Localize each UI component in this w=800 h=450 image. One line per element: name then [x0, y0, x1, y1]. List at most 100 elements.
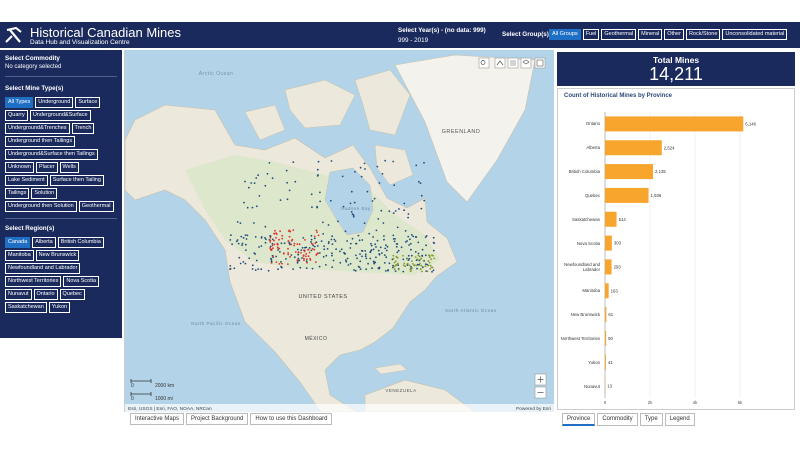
mine-type-button[interactable]: Underground&Trenches: [5, 123, 70, 134]
region-button[interactable]: British Columbia: [57, 237, 104, 248]
mine-point: [264, 237, 266, 239]
mine-type-button[interactable]: Quarry: [5, 110, 28, 121]
mine-type-button[interactable]: Tailings: [5, 188, 30, 199]
attribution-bar: [125, 404, 554, 412]
mine-point: [363, 162, 366, 165]
mine-point: [294, 180, 297, 183]
group-button[interactable]: Other: [664, 29, 684, 40]
region-button[interactable]: Ontario: [33, 289, 58, 300]
region-button[interactable]: Saskatchewan: [5, 302, 47, 313]
chart-tab[interactable]: Province: [562, 413, 596, 426]
mine-point: [368, 232, 371, 235]
mine-type-button[interactable]: Surface then Tailing: [49, 175, 104, 186]
mine-type-button[interactable]: All Types: [5, 97, 34, 108]
mine-type-button[interactable]: Lake Sediment: [5, 175, 48, 186]
group-button[interactable]: Unconsolidated material: [722, 29, 788, 40]
region-button[interactable]: Quebec: [59, 289, 85, 300]
mine-type-button[interactable]: Solution: [31, 188, 58, 199]
mine-point: [248, 257, 251, 260]
category-label: Quebec: [584, 192, 600, 198]
mine-point: [250, 182, 253, 184]
commodity-value[interactable]: No category selected: [5, 64, 62, 70]
chart-tab[interactable]: Type: [639, 413, 663, 426]
mine-point: [392, 212, 395, 215]
mine-point: [407, 259, 410, 261]
mine-type-buttons: All Types Underground Surface Quarry Undergr…: [5, 97, 117, 212]
map-tab[interactable]: Interactive Maps: [130, 413, 185, 425]
mine-point: [311, 206, 313, 209]
chart-tab[interactable]: Commodity: [597, 413, 638, 426]
mine-point: [409, 242, 412, 245]
mine-point: [289, 256, 291, 258]
region-button[interactable]: Newfoundland and Labrador: [5, 263, 81, 274]
mine-point: [303, 259, 305, 262]
map-tab[interactable]: Project Background: [186, 413, 249, 425]
region-button[interactable]: Canada: [5, 237, 31, 248]
mine-type-button[interactable]: Underground: [35, 97, 74, 108]
mine-type-button[interactable]: Underground&Surface: [29, 110, 91, 121]
mine-point: [407, 216, 409, 219]
group-button[interactable]: Mineral: [638, 29, 663, 40]
mine-point: [395, 245, 398, 248]
mine-type-button[interactable]: Underground&Surface then Tailings: [5, 149, 98, 160]
mine-type-button[interactable]: Underground then Solution: [5, 201, 77, 212]
mine-point: [241, 242, 244, 245]
region-button[interactable]: Nova Scotia: [63, 276, 99, 287]
mine-type-button[interactable]: Surface: [75, 97, 101, 108]
mine-point: [395, 255, 398, 258]
mine-type-button[interactable]: Underground then Tailings: [5, 136, 76, 147]
total-label: Total Mines: [652, 55, 700, 65]
year-range[interactable]: 999 - 2019: [398, 37, 429, 44]
mine-point: [313, 248, 316, 251]
mine-point: [419, 258, 422, 261]
layers-button[interactable]: [520, 57, 532, 69]
map-canvas[interactable]: Arctic Ocean GREENLAND Hudson Bay UNITED ST…: [125, 50, 554, 412]
mine-type-button[interactable]: Trench: [71, 123, 95, 134]
group-button[interactable]: Rock/Stone: [685, 29, 721, 40]
mine-type-button[interactable]: Wells: [59, 162, 79, 173]
mine-point: [333, 238, 336, 241]
mine-point: [331, 254, 333, 257]
mine-point: [258, 246, 260, 248]
mine-point: [244, 234, 247, 237]
mine-point: [288, 189, 291, 192]
group-button[interactable]: All Groups: [549, 29, 581, 40]
mine-point: [384, 159, 387, 162]
home-button[interactable]: [494, 57, 506, 69]
mine-point: [381, 173, 384, 175]
chart-tab[interactable]: Legend: [664, 413, 695, 426]
mine-point: [357, 234, 360, 237]
mine-point: [393, 268, 396, 271]
group-button[interactable]: Geothermal: [601, 29, 637, 40]
mine-type-button[interactable]: Geothermal: [78, 201, 114, 212]
mine-point: [239, 222, 242, 225]
region-button[interactable]: Nunavut: [5, 289, 32, 300]
bar: [605, 211, 617, 227]
region-button[interactable]: Alberta: [32, 237, 56, 248]
basemap-button[interactable]: [534, 57, 546, 69]
region-button[interactable]: Northwest Territories: [5, 276, 62, 287]
mine-point: [375, 256, 377, 259]
mine-type-button[interactable]: Placer: [35, 162, 58, 173]
mine-type-button[interactable]: Unknown: [5, 162, 34, 173]
mine-point: [271, 177, 274, 180]
search-button[interactable]: [478, 57, 490, 69]
mine-point: [402, 258, 405, 261]
mine-point: [346, 257, 349, 260]
region-label: Select Region(s): [5, 225, 55, 232]
map[interactable]: Arctic Ocean GREENLAND Hudson Bay UNITED ST…: [124, 50, 554, 412]
mine-point: [430, 266, 433, 269]
region-button[interactable]: Manitoba: [5, 250, 34, 261]
mine-point: [331, 235, 333, 238]
mine-point: [242, 237, 245, 239]
mine-point: [359, 253, 361, 256]
group-button[interactable]: Fuel: [582, 29, 600, 40]
mine-point: [432, 254, 434, 257]
map-tab[interactable]: How to use this Dashboard: [250, 413, 333, 425]
region-button[interactable]: New Brunswick: [35, 250, 80, 261]
mine-point: [392, 234, 395, 237]
bar: [605, 283, 609, 299]
region-button[interactable]: Yukon: [48, 302, 71, 313]
mine-point: [420, 207, 423, 210]
mine-point: [257, 268, 260, 270]
